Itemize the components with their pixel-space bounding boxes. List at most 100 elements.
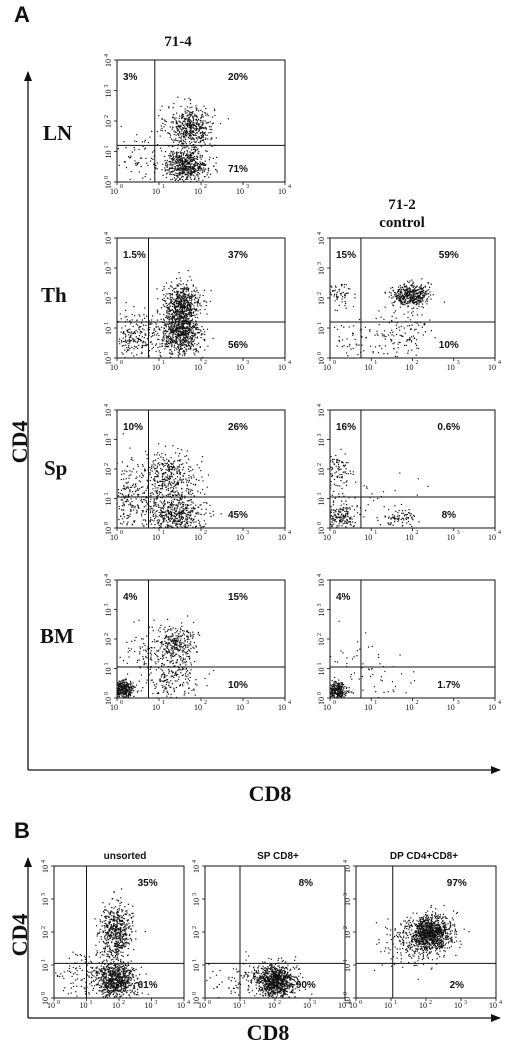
event-dot [186, 350, 188, 352]
y-tick-label: 10 [104, 439, 113, 447]
event-dot [204, 127, 206, 129]
event-dot [203, 300, 205, 302]
event-dot [202, 162, 204, 164]
event-dot [171, 518, 173, 520]
event-dot [195, 137, 197, 139]
event-dot [129, 342, 131, 344]
event-dot [412, 311, 414, 313]
event-dot [399, 334, 401, 336]
event-dot [193, 508, 195, 510]
event-dot [126, 471, 128, 473]
event-dot [183, 327, 185, 329]
event-dot [409, 339, 411, 341]
event-dot [179, 353, 181, 355]
event-dot [174, 299, 176, 301]
event-dot [156, 130, 158, 133]
event-dot [161, 169, 163, 171]
event-dot [381, 333, 383, 335]
event-dot [432, 294, 434, 296]
event-dot [345, 284, 347, 286]
event-dot [125, 678, 127, 680]
event-dot [177, 324, 179, 326]
event-dot [193, 518, 195, 520]
event-dot [132, 523, 134, 525]
event-dot [117, 148, 119, 150]
event-dot [343, 515, 345, 517]
event-dot [173, 339, 175, 341]
event-dot [343, 283, 345, 286]
event-dot [163, 506, 165, 508]
event-dot [164, 515, 166, 517]
event-dot [203, 525, 205, 527]
event-dot [397, 290, 399, 292]
event-dot [182, 160, 184, 163]
event-dot [173, 303, 175, 305]
event-dot [220, 513, 222, 515]
event-dot [397, 294, 399, 296]
event-dot [143, 337, 145, 339]
y-tick-label: 10 [317, 439, 326, 447]
event-dot [161, 478, 163, 480]
event-dot [336, 328, 339, 331]
event-dot [199, 304, 201, 306]
event-dot [168, 171, 170, 173]
event-dot [380, 316, 382, 318]
event-dot [388, 522, 390, 524]
event-dot [209, 504, 211, 506]
event-dot [180, 344, 182, 346]
x-tick-label: 10 [236, 533, 244, 542]
event-dot [346, 352, 348, 354]
event-dot [170, 300, 172, 302]
event-dot [142, 145, 144, 148]
event-dot [197, 136, 199, 138]
y-tick-label: 10 [104, 468, 113, 476]
event-dot [143, 491, 145, 493]
event-dot [178, 353, 180, 355]
event-dot [189, 524, 191, 526]
event-dot [143, 506, 145, 508]
event-dot [151, 464, 153, 466]
event-dot [128, 334, 130, 336]
event-dot [405, 299, 407, 301]
event-dot [158, 485, 160, 487]
event-dot [171, 301, 173, 303]
event-dot [194, 314, 196, 316]
event-dot [396, 297, 398, 299]
event-dot [158, 454, 161, 456]
event-dot [126, 498, 128, 500]
event-dot [404, 332, 406, 334]
event-dot [123, 516, 125, 518]
event-dot [342, 462, 344, 464]
event-dot [184, 161, 186, 163]
event-dot [127, 340, 129, 342]
event-dot [162, 508, 165, 510]
event-dot [345, 522, 347, 525]
event-dot [187, 491, 190, 493]
event-dot [157, 481, 159, 483]
event-dot [128, 345, 130, 347]
event-dot [181, 161, 183, 163]
event-dot [187, 159, 189, 161]
event-dot [154, 518, 156, 520]
event-dot [198, 523, 200, 525]
event-dot [172, 501, 174, 503]
event-dot [119, 492, 121, 495]
event-dot [336, 310, 338, 312]
event-dot [215, 137, 217, 139]
event-dot [167, 462, 169, 464]
event-dot [144, 513, 146, 516]
event-dot [186, 327, 188, 330]
event-dot [203, 514, 205, 516]
event-dot [164, 130, 166, 132]
event-dot [193, 115, 195, 117]
event-dot [155, 330, 157, 332]
event-dot [393, 342, 395, 344]
event-dot [410, 297, 412, 299]
event-dot [190, 476, 192, 478]
event-dot [199, 161, 201, 163]
event-dot [335, 510, 337, 512]
event-dot [135, 684, 138, 686]
event-dot [190, 135, 192, 137]
event-dot [195, 107, 197, 109]
event-dot [190, 114, 192, 116]
